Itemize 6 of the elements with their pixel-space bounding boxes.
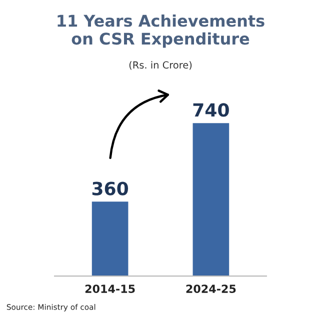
x-tick-label: 2014-15 xyxy=(85,284,135,293)
x-tick-label: 2024-25 xyxy=(186,284,236,293)
data-label: 360 xyxy=(92,182,128,196)
chart-subtitle: (Rs. in Crore) xyxy=(129,61,192,70)
chart-title: 11 Years Achievements on CSR Expenditure xyxy=(58,14,264,48)
data-label: 740 xyxy=(193,103,229,117)
